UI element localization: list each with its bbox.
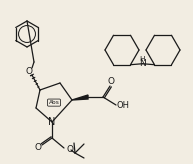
Text: N: N (48, 117, 56, 127)
Text: Abs: Abs (49, 100, 59, 105)
Text: N: N (139, 59, 146, 68)
Text: H: H (140, 56, 145, 62)
Text: O: O (108, 78, 114, 86)
Text: O: O (67, 144, 74, 154)
Text: O: O (35, 144, 41, 153)
Polygon shape (72, 95, 88, 100)
Text: OH: OH (117, 101, 130, 110)
Text: O: O (25, 66, 32, 75)
